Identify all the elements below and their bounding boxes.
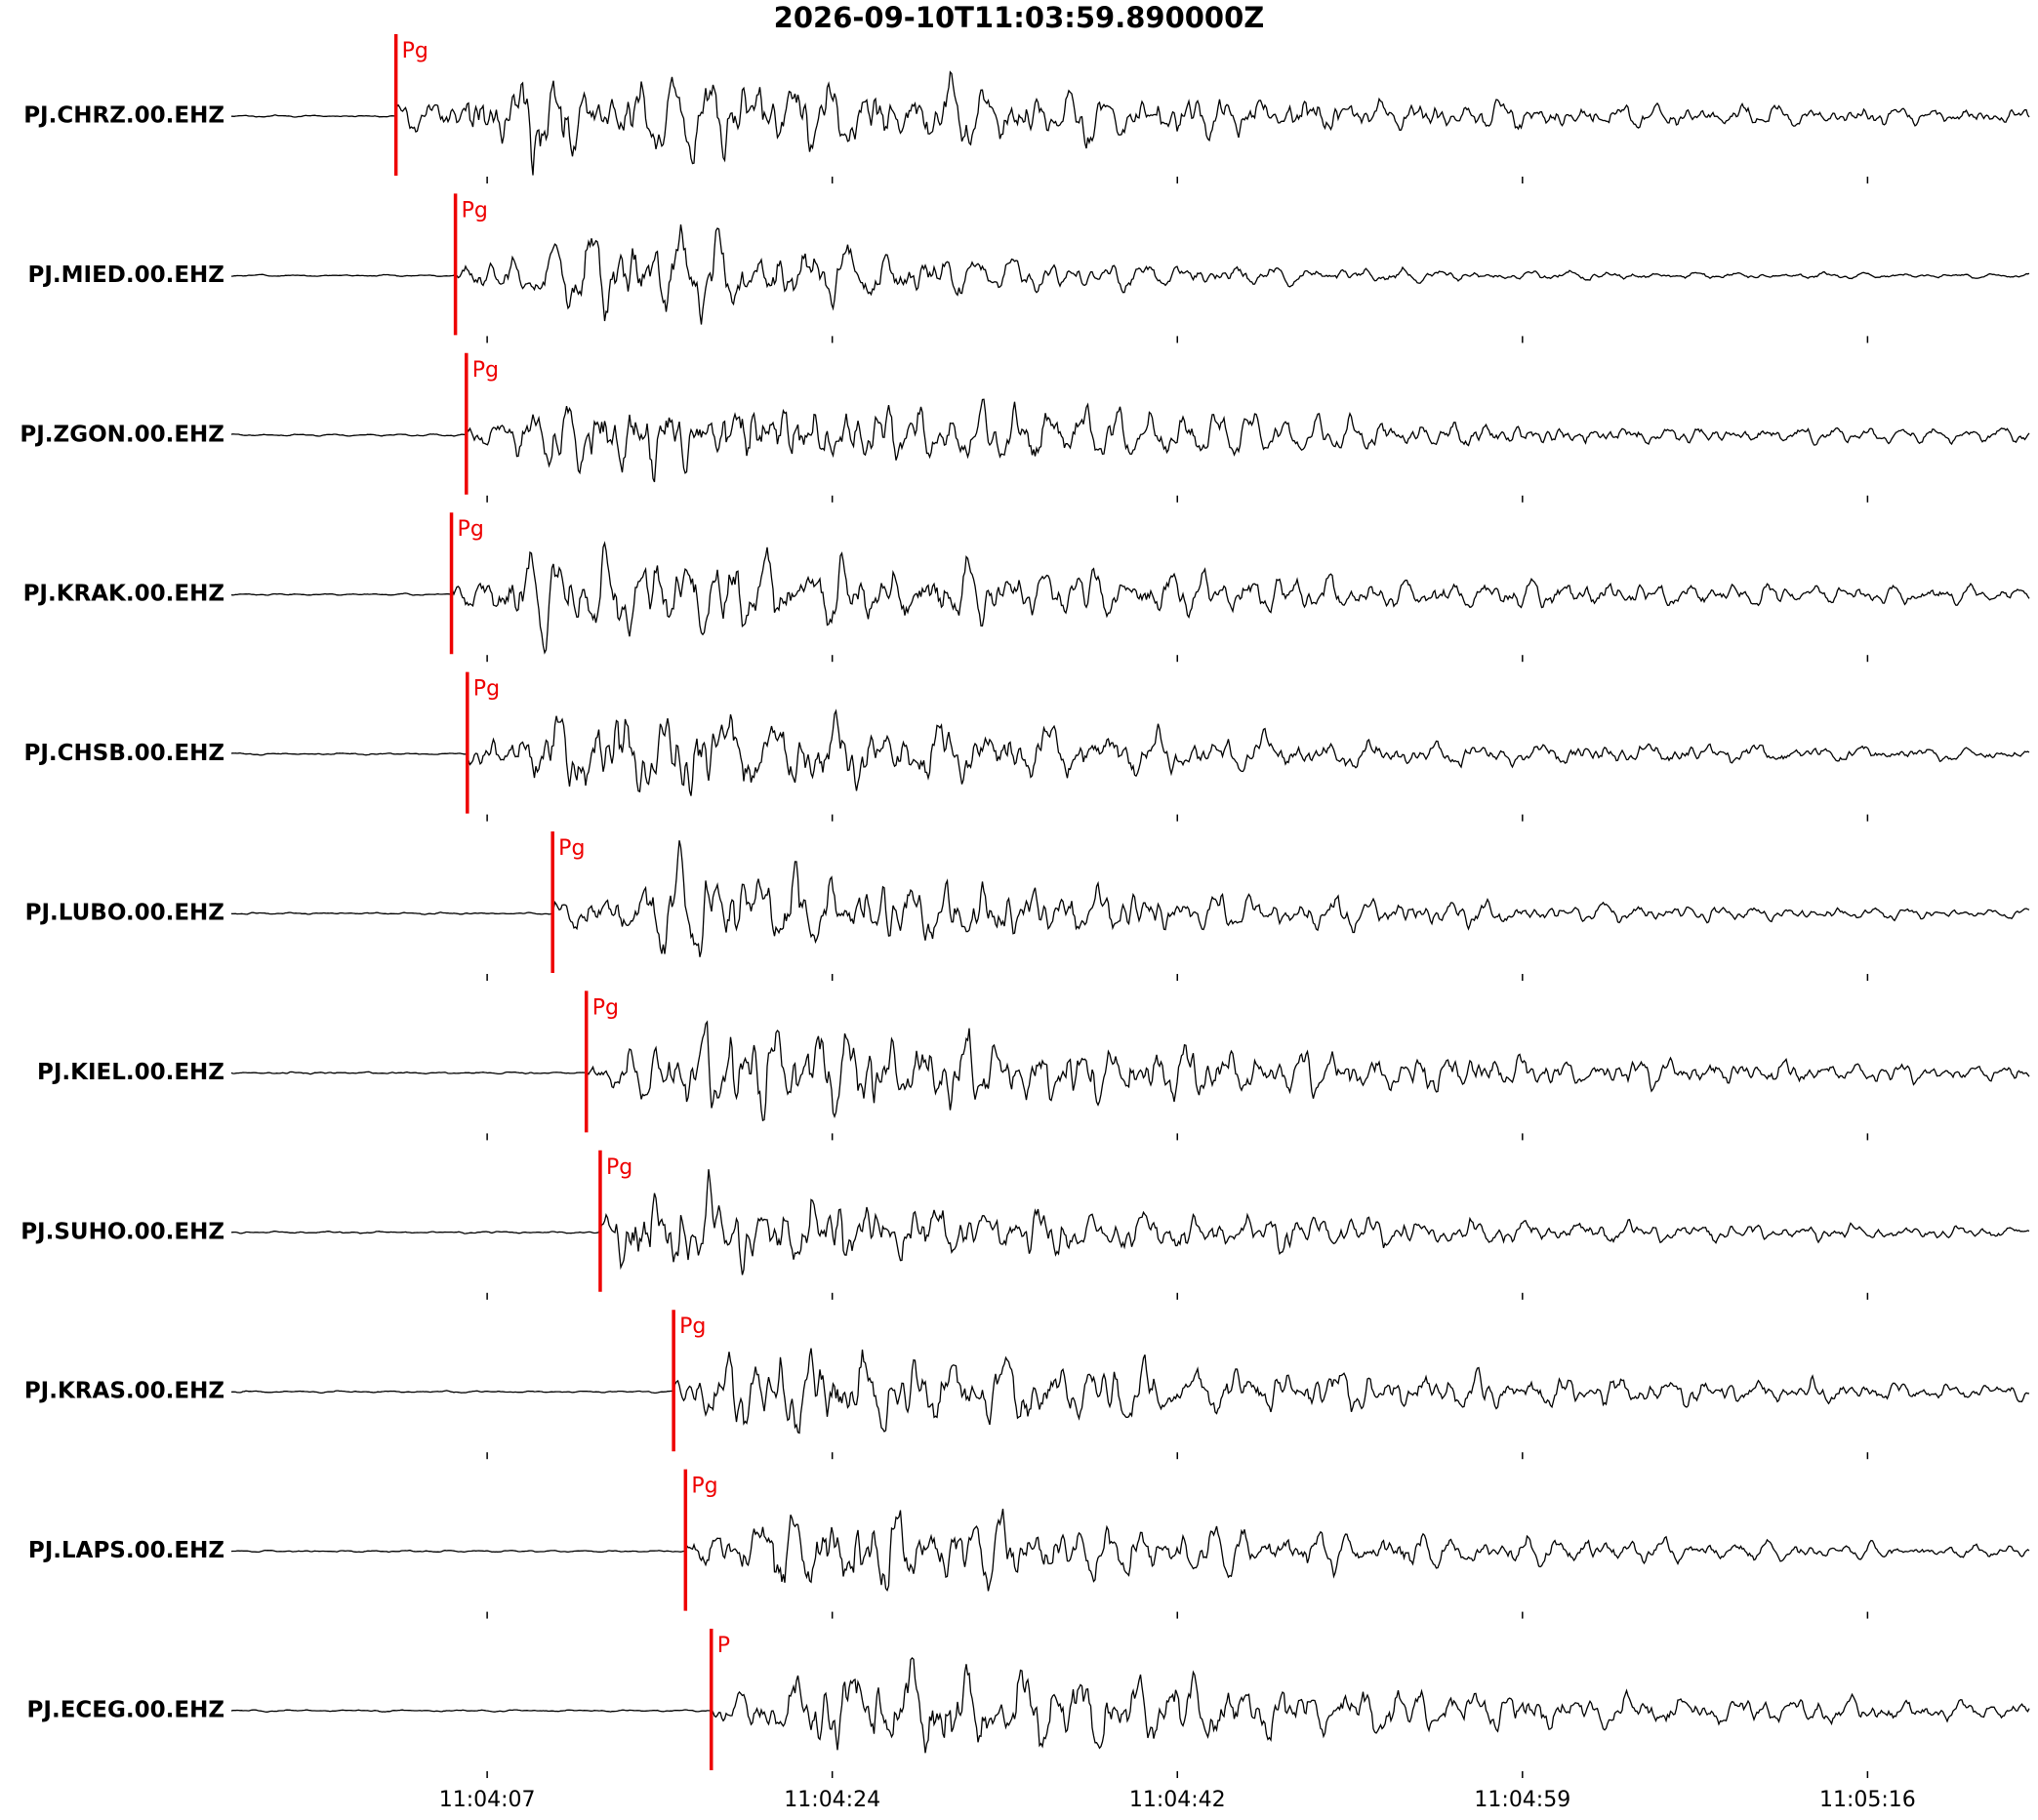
waveform <box>230 1508 2030 1592</box>
waveform <box>230 1348 2030 1435</box>
x-tick-label: 11:04:59 <box>1474 1788 1570 1812</box>
pick-label: Pg <box>679 1314 706 1339</box>
pick-label: Pg <box>606 1155 632 1180</box>
x-tick-label: 11:04:42 <box>1129 1788 1226 1812</box>
station-label: PJ.ZGON.00.EHZ <box>20 422 224 447</box>
station-label: PJ.ECEG.00.EHZ <box>27 1698 224 1723</box>
station-label: PJ.CHSB.00.EHZ <box>24 741 225 766</box>
waveform <box>230 840 2030 957</box>
waveform <box>230 1169 2030 1275</box>
station-label: PJ.KIEL.00.EHZ <box>37 1060 224 1085</box>
waveform <box>231 70 2030 176</box>
waveform <box>230 1020 2030 1122</box>
pick-label: P <box>717 1634 730 1658</box>
waveform <box>230 541 2030 655</box>
pick-label: Pg <box>691 1475 717 1499</box>
station-label: PJ.CHRZ.00.EHZ <box>23 103 224 129</box>
pick-label: Pg <box>402 39 428 63</box>
waveform <box>230 1656 2030 1754</box>
station-label: PJ.SUHO.00.EHZ <box>20 1219 224 1244</box>
station-label: PJ.KRAK.00.EHZ <box>23 582 224 607</box>
x-tick-label: 11:05:16 <box>1819 1788 1916 1812</box>
station-label: PJ.LAPS.00.EHZ <box>28 1538 224 1563</box>
waveform <box>230 224 2030 325</box>
station-label: PJ.LUBO.00.EHZ <box>25 901 224 926</box>
waveform <box>230 398 2030 483</box>
pick-label: Pg <box>462 198 488 222</box>
pick-label: Pg <box>558 836 585 861</box>
pick-label: Pg <box>473 677 500 702</box>
x-tick-label: 11:04:24 <box>784 1788 880 1812</box>
pick-label: Pg <box>592 995 619 1020</box>
pick-label: Pg <box>472 358 499 383</box>
chart-title: 2026-09-10T11:03:59.890000Z <box>774 1 1265 34</box>
station-label: PJ.KRAS.00.EHZ <box>24 1379 224 1404</box>
x-tick-label: 11:04:07 <box>439 1788 536 1812</box>
waveform <box>230 708 2030 796</box>
station-label: PJ.MIED.00.EHZ <box>27 263 224 288</box>
pick-label: Pg <box>458 517 484 542</box>
